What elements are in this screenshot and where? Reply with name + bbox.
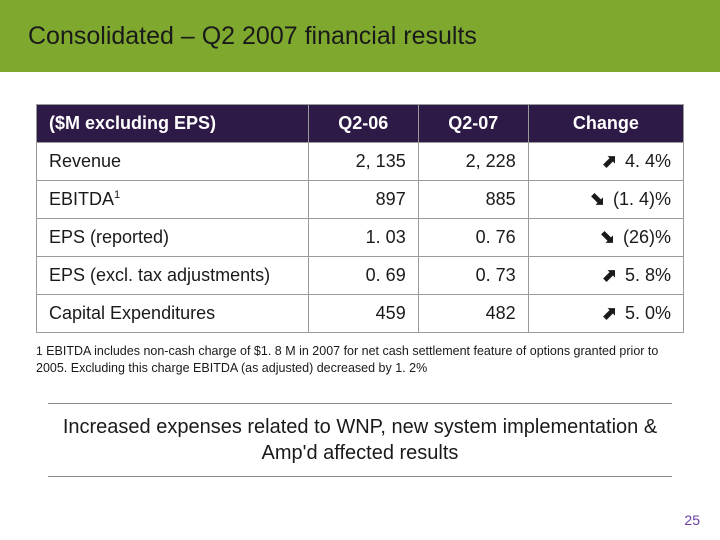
row-label: Revenue [37, 143, 309, 181]
row-label: Capital Expenditures [37, 295, 309, 333]
table-row: EPS (excl. tax adjustments)0. 690. 73⬈ 5… [37, 257, 684, 295]
table-row: Revenue2, 1352, 228⬈ 4. 4% [37, 143, 684, 181]
change-value: (26)% [618, 227, 671, 247]
arrow-up-icon: ⬈ [602, 265, 620, 286]
financial-table: ($M excluding EPS) Q2‑06 Q2‑07 Change Re… [36, 104, 684, 333]
cell-q207: 0. 76 [418, 219, 528, 257]
col-header-q207: Q2‑07 [418, 105, 528, 143]
row-label: EPS (excl. tax adjustments) [37, 257, 309, 295]
cell-change: ⬈ 5. 0% [528, 295, 683, 333]
table-header-row: ($M excluding EPS) Q2‑06 Q2‑07 Change [37, 105, 684, 143]
change-value: 5. 8% [620, 265, 671, 285]
table-row: EPS (reported)1. 030. 76⬊ (26)% [37, 219, 684, 257]
change-value: 5. 0% [620, 303, 671, 323]
footnote: 1 EBITDA includes non-cash charge of $1.… [0, 333, 720, 377]
row-label: EBITDA1 [37, 181, 309, 219]
title-bar: Consolidated – Q2 2007 financial results [0, 0, 720, 72]
table-row: EBITDA1897885⬊ (1. 4)% [37, 181, 684, 219]
arrow-up-icon: ⬈ [602, 151, 620, 172]
col-header-change: Change [528, 105, 683, 143]
arrow-down-icon: ⬊ [590, 189, 608, 210]
table-row: Capital Expenditures459482⬈ 5. 0% [37, 295, 684, 333]
cell-q206: 2, 135 [308, 143, 418, 181]
callout-box: Increased expenses related to WNP, new s… [48, 403, 672, 477]
superscript: 1 [114, 189, 120, 201]
col-header-label: ($M excluding EPS) [37, 105, 309, 143]
content-area: ($M excluding EPS) Q2‑06 Q2‑07 Change Re… [0, 72, 720, 333]
cell-change: ⬊ (26)% [528, 219, 683, 257]
cell-q206: 459 [308, 295, 418, 333]
row-label: EPS (reported) [37, 219, 309, 257]
cell-q207: 885 [418, 181, 528, 219]
cell-change: ⬈ 5. 8% [528, 257, 683, 295]
page-number: 25 [684, 512, 700, 528]
cell-q206: 897 [308, 181, 418, 219]
page-title: Consolidated – Q2 2007 financial results [28, 22, 477, 51]
cell-q206: 1. 03 [308, 219, 418, 257]
cell-q207: 482 [418, 295, 528, 333]
cell-q207: 2, 228 [418, 143, 528, 181]
footnote-text: EBITDA includes non-cash charge of $1. 8… [36, 344, 658, 375]
cell-q207: 0. 73 [418, 257, 528, 295]
cell-q206: 0. 69 [308, 257, 418, 295]
col-header-q206: Q2‑06 [308, 105, 418, 143]
arrow-up-icon: ⬈ [602, 303, 620, 324]
callout-text: Increased expenses related to WNP, new s… [63, 416, 657, 464]
arrow-down-icon: ⬊ [600, 227, 618, 248]
change-value: (1. 4)% [608, 189, 671, 209]
footnote-marker: 1 [36, 344, 43, 358]
cell-change: ⬈ 4. 4% [528, 143, 683, 181]
change-value: 4. 4% [620, 151, 671, 171]
cell-change: ⬊ (1. 4)% [528, 181, 683, 219]
